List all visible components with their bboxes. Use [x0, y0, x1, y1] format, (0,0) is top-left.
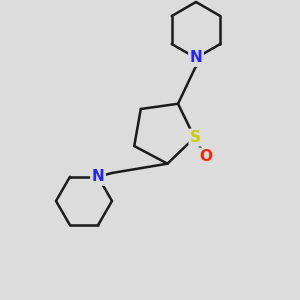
Text: O: O	[199, 149, 212, 164]
Text: N: N	[92, 169, 104, 184]
Text: N: N	[190, 50, 202, 65]
Text: S: S	[190, 130, 201, 145]
